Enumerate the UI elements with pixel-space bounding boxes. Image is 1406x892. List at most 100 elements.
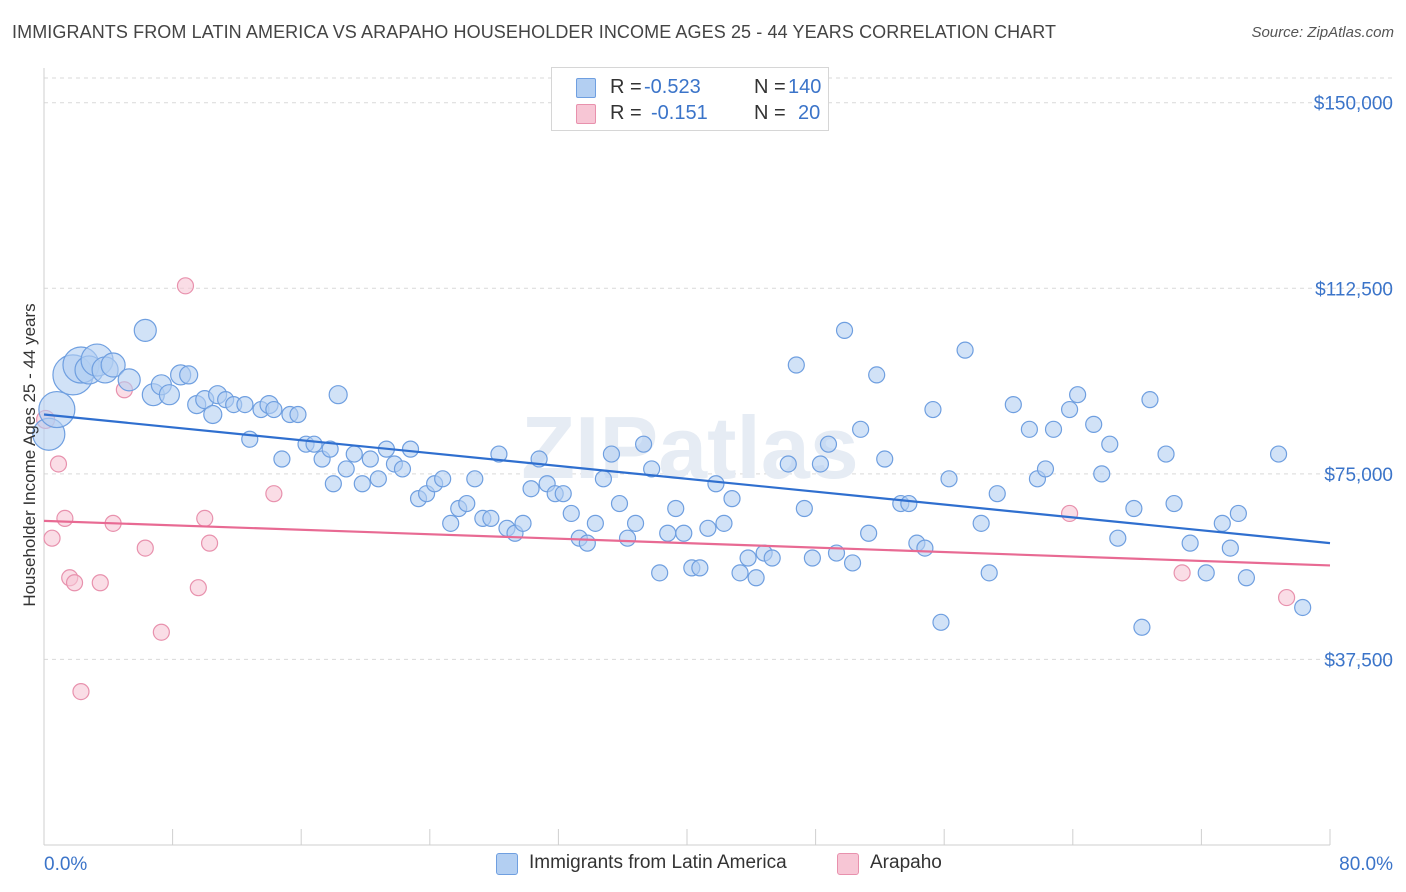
immigrant-point bbox=[667, 499, 685, 518]
immigrant-point bbox=[133, 318, 157, 342]
immigrant-point bbox=[763, 549, 781, 567]
immigrant-point bbox=[626, 514, 645, 532]
trend-line-immigrants bbox=[43, 413, 1331, 545]
legend-r-value: -0.523 bbox=[644, 76, 701, 98]
arapaho-point bbox=[265, 485, 283, 503]
y-tick-label: $112,500 bbox=[1315, 279, 1393, 300]
arapaho-point bbox=[152, 623, 170, 641]
immigrant-point bbox=[723, 490, 741, 508]
legend-r-label: R = bbox=[610, 102, 642, 124]
arapaho-point bbox=[136, 539, 154, 557]
source-label: Source: ZipAtlas.com bbox=[1251, 24, 1394, 41]
bottom-legend-swatch-blue bbox=[496, 853, 518, 875]
immigrant-point bbox=[522, 480, 540, 498]
arapaho-point bbox=[49, 455, 68, 473]
legend-r-label: R = bbox=[610, 76, 642, 98]
immigrant-point bbox=[1060, 400, 1079, 419]
legend-r-value: -0.151 bbox=[651, 102, 708, 124]
arapaho-point bbox=[176, 277, 195, 295]
immigrant-point bbox=[434, 470, 452, 488]
immigrant-point bbox=[345, 445, 363, 463]
immigrant-point bbox=[1197, 564, 1215, 582]
arapaho-point bbox=[65, 574, 84, 592]
legend-swatch-pink bbox=[576, 104, 596, 124]
bottom-legend-swatch-pink bbox=[837, 853, 859, 875]
immigrant-point bbox=[100, 352, 126, 378]
immigrant-point bbox=[803, 549, 821, 567]
immigrant-point bbox=[868, 366, 886, 384]
immigrant-point bbox=[795, 499, 813, 518]
immigrant-point bbox=[401, 440, 420, 458]
immigrant-point bbox=[819, 435, 838, 453]
arapaho-point bbox=[91, 574, 109, 592]
immigrant-point bbox=[289, 405, 307, 424]
immigrant-point bbox=[860, 524, 878, 542]
immigrant-point bbox=[747, 569, 765, 587]
y-tick-label: $37,500 bbox=[1324, 650, 1393, 671]
immigrant-point bbox=[972, 514, 990, 532]
immigrant-point bbox=[1020, 420, 1038, 438]
immigrant-point bbox=[1165, 494, 1183, 513]
immigrant-point bbox=[1269, 445, 1288, 463]
immigrant-point bbox=[466, 470, 484, 488]
y-tick-label: $150,000 bbox=[1314, 94, 1393, 115]
immigrant-point bbox=[361, 450, 379, 468]
immigrant-point bbox=[328, 385, 348, 405]
immigrant-point bbox=[203, 404, 223, 425]
immigrant-point bbox=[675, 524, 693, 542]
axes-layer bbox=[43, 68, 1331, 846]
immigrant-point bbox=[273, 450, 291, 468]
stats-legend: R = -0.523 N = 140 R = -0.151 N = 20 bbox=[551, 67, 829, 131]
immigrant-point bbox=[835, 321, 854, 339]
immigrant-point bbox=[811, 455, 830, 473]
trend-lines bbox=[43, 413, 1331, 567]
immigrant-point bbox=[369, 470, 387, 488]
immigrant-point bbox=[1125, 499, 1143, 518]
immigrant-point bbox=[932, 613, 950, 631]
immigrant-point bbox=[602, 445, 621, 463]
immigrant-point bbox=[554, 485, 572, 503]
immigrant-point bbox=[900, 494, 918, 513]
immigrant-point bbox=[1141, 391, 1159, 409]
arapaho-point bbox=[196, 509, 214, 528]
immigrant-point bbox=[980, 564, 998, 582]
immigrant-point bbox=[634, 435, 653, 453]
immigrant-point bbox=[578, 534, 596, 552]
immigrant-point bbox=[1213, 514, 1231, 532]
immigrant-point bbox=[594, 470, 613, 488]
immigrant-point bbox=[1036, 460, 1055, 478]
immigrant-point bbox=[158, 384, 180, 406]
immigrant-point bbox=[353, 475, 371, 493]
immigrant-point bbox=[562, 504, 580, 523]
immigrant-point bbox=[1133, 618, 1151, 636]
arapaho-point bbox=[72, 682, 90, 701]
immigrant-point bbox=[1109, 529, 1127, 547]
arapaho-point bbox=[1060, 504, 1079, 523]
immigrant-point bbox=[699, 519, 717, 537]
arapaho-point bbox=[1173, 564, 1191, 582]
immigrant-point bbox=[988, 485, 1006, 503]
immigrant-point bbox=[265, 400, 283, 419]
immigrant-point bbox=[179, 365, 199, 385]
immigrant-point bbox=[38, 390, 76, 429]
immigrant-point bbox=[1237, 569, 1256, 587]
arapaho-point bbox=[1277, 588, 1296, 607]
immigrant-point bbox=[1004, 395, 1022, 414]
immigrant-point bbox=[916, 539, 934, 557]
immigrant-point bbox=[586, 514, 604, 532]
immigrant-point bbox=[618, 529, 637, 547]
immigrant-point bbox=[787, 356, 805, 374]
immigrant-point bbox=[514, 514, 532, 532]
immigrant-point bbox=[1085, 415, 1103, 433]
immigrant-point bbox=[876, 450, 894, 468]
immigrant-point bbox=[643, 460, 661, 478]
grid-layer bbox=[44, 77, 1394, 660]
legend-n-value: 140 bbox=[788, 76, 822, 98]
bottom-legend-label: Arapaho bbox=[870, 852, 942, 873]
arapaho-point bbox=[200, 534, 219, 552]
bottom-legend-label: Immigrants from Latin America bbox=[529, 852, 787, 873]
y-axis-label: Householder Income Ages 25 - 44 years bbox=[20, 303, 39, 606]
immigrant-point bbox=[490, 445, 508, 463]
immigrant-point bbox=[843, 554, 862, 572]
